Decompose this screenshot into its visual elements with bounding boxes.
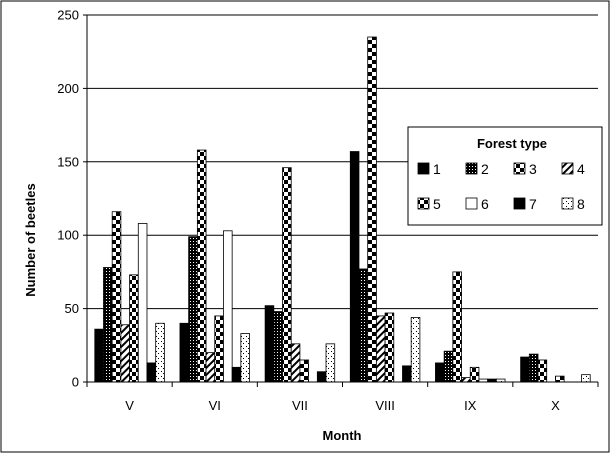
y-tick-label: 250 <box>57 8 79 23</box>
legend-swatch-5 <box>417 197 430 210</box>
bar-series-3-VII <box>282 167 292 383</box>
x-tick-label-VI: VI <box>209 398 221 413</box>
legend-swatch-7 <box>513 197 526 210</box>
y-tick-label: 100 <box>57 228 79 243</box>
bar-series-6-VI <box>223 230 233 383</box>
bar-series-5-VII <box>299 359 310 383</box>
legend-label-4: 4 <box>577 161 585 177</box>
x-axis-title: Month <box>323 428 362 443</box>
legend-swatch-1 <box>417 162 430 175</box>
legend-label-6: 6 <box>481 196 489 212</box>
bar-series-4-IX <box>461 377 471 383</box>
x-tick-label-VIII: VIII <box>375 398 395 413</box>
legend-label-3: 3 <box>529 161 537 177</box>
bar-series-7-VII <box>316 371 327 383</box>
x-tick-label-IX: IX <box>464 398 477 413</box>
bar-series-8-VII <box>325 343 336 383</box>
bar-series-5-IX <box>469 366 480 383</box>
x-tick-label-VII: VII <box>292 398 308 413</box>
bar-series-1-VI <box>179 322 190 383</box>
y-tick-label: 50 <box>65 301 79 316</box>
bar-series-4-V <box>120 324 130 383</box>
y-tick-labels: 0 50 100 150 200 250 <box>57 8 79 390</box>
legend-label-2: 2 <box>481 161 489 177</box>
y-axis-title: Number of beetles <box>23 183 38 296</box>
bar-series-4-VI <box>205 352 216 383</box>
bar-series-4-VII <box>290 343 301 383</box>
bar-series-2-VII <box>273 311 283 383</box>
bars <box>94 36 591 383</box>
bar-series-2-X <box>528 353 539 383</box>
bar-series-8-VIII <box>410 317 421 383</box>
bar-series-8-X <box>581 374 591 383</box>
bar-series-1-V <box>94 328 104 383</box>
bar-series-3-VIII <box>367 36 377 383</box>
legend: Forest type 1 2 3 4 5 6 7 8 <box>407 126 603 226</box>
bar-series-7-VI <box>231 366 242 383</box>
legend-swatch-4 <box>561 162 574 175</box>
legend-label-1: 1 <box>433 161 441 177</box>
bar-series-2-VIII <box>358 268 369 383</box>
bar-series-3-IX <box>452 271 462 383</box>
legend-swatch-8 <box>561 197 574 210</box>
legend-title: Forest type <box>477 136 547 151</box>
legend-swatch-3 <box>513 162 526 175</box>
bar-series-4-VIII <box>375 315 386 383</box>
y-tick-label: 150 <box>57 154 79 169</box>
bar-series-3-V <box>111 211 122 383</box>
bar-series-1-VII <box>264 305 275 383</box>
y-tick-label: 0 <box>72 375 79 390</box>
legend-label-8: 8 <box>577 196 585 212</box>
bar-series-8-V <box>155 322 165 383</box>
x-tick-label-X: X <box>551 398 560 413</box>
bar-series-7-V <box>146 362 157 383</box>
bar-series-2-VI <box>188 236 198 383</box>
bar-series-1-VIII <box>349 151 360 383</box>
bar-series-3-VI <box>196 149 207 383</box>
bar-series-2-IX <box>443 350 454 383</box>
x-tick-label-V: V <box>125 398 134 413</box>
bar-series-5-X <box>555 375 565 383</box>
bar-series-1-IX <box>435 362 445 383</box>
bar-series-5-VI <box>214 315 224 383</box>
legend-label-7: 7 <box>529 196 537 212</box>
bar-series-3-X <box>537 359 548 383</box>
x-tick-labels: V VI VII VIII IX X <box>125 398 560 413</box>
bar-series-5-V <box>129 274 139 383</box>
bar-series-8-VI <box>240 333 250 383</box>
axes <box>83 14 599 387</box>
bar-series-1-X <box>520 356 530 383</box>
legend-label-5: 5 <box>433 196 441 212</box>
bar-series-7-VIII <box>402 365 412 383</box>
bar-series-5-VIII <box>384 312 395 383</box>
gridlines <box>87 14 598 310</box>
bar-series-6-V <box>137 223 148 383</box>
legend-swatch-2 <box>465 162 478 175</box>
bar-series-2-V <box>103 267 113 383</box>
legend-swatch-6 <box>465 197 478 210</box>
y-tick-label: 200 <box>57 81 79 96</box>
